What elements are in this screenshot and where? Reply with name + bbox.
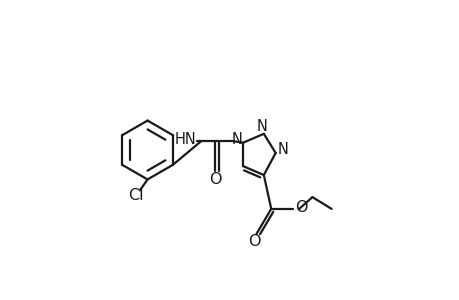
Text: N: N (277, 142, 288, 158)
Text: O: O (247, 234, 260, 249)
Text: HN: HN (174, 132, 196, 147)
Text: Cl: Cl (128, 188, 144, 203)
Text: O: O (208, 172, 221, 187)
Text: N: N (231, 132, 242, 147)
Text: N: N (257, 119, 267, 134)
Text: O: O (294, 200, 307, 215)
